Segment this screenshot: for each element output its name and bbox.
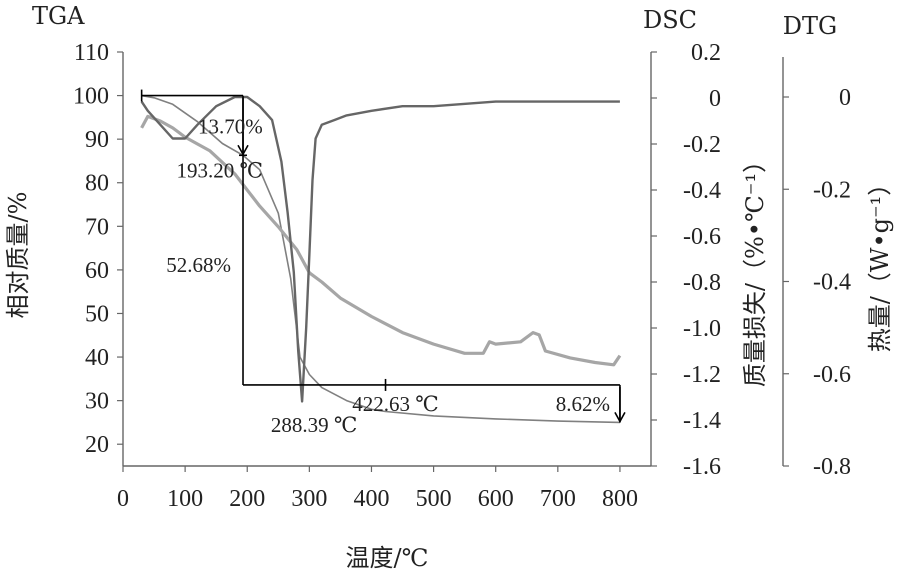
y-right-1-tick-label: -0.4	[683, 178, 721, 204]
y-left-tick-label: 70	[85, 214, 109, 240]
annotation-193-20: 193.20 ℃	[177, 158, 264, 182]
y-left-tick-label: 50	[85, 301, 109, 327]
left-axis-name: TGA	[32, 2, 85, 30]
y-right-2-tick-label: 0	[839, 85, 851, 111]
x-tick-label: 600	[478, 486, 514, 512]
mass-loss-arrow-3-head	[614, 412, 626, 424]
tga-series-line	[141, 94, 620, 424]
annotation-8-62: 8.62%	[556, 392, 610, 416]
y-left-tick-label: 80	[85, 171, 109, 197]
x-tick-label: 200	[229, 486, 265, 512]
right-axis-2-name: DTG	[783, 12, 837, 40]
annotation-52-68: 52.68%	[166, 253, 231, 277]
annotation-288-39: 288.39 ℃	[271, 413, 358, 437]
y-left-tick-label: 90	[85, 127, 109, 153]
y-right-1-tick-label: 0.2	[691, 40, 721, 66]
y-right-2-tick-label: -0.4	[813, 270, 851, 296]
y-left-tick-label: 60	[85, 258, 109, 284]
x-tick-label: 0	[117, 486, 129, 512]
y-right-2-tick-label: -0.6	[813, 362, 851, 388]
y-left-tick-label: 100	[73, 84, 109, 110]
y-right-1-tick-label: -0.8	[683, 270, 721, 296]
x-tick-label: 300	[291, 486, 327, 512]
y-right-1-tick-label: -0.6	[683, 224, 721, 250]
y-right-1-tick-label: 0	[709, 86, 721, 112]
y-right-2-axis-label: 热量/（W•g⁻¹）	[866, 172, 894, 353]
y-right-1-tick-label: -0.2	[683, 132, 721, 158]
y-right-1-tick-label: -1.4	[683, 408, 721, 434]
y-right-2-tick-label: -0.8	[813, 454, 851, 480]
y-left-tick-label: 110	[74, 40, 109, 66]
y-right-1-axis-label: 质量损失/（%•℃⁻¹）	[741, 149, 769, 387]
y-left-tick-label: 20	[85, 432, 109, 458]
y-right-1-tick-label: -1.2	[683, 362, 721, 388]
annotation-422-63: 422.63 ℃	[352, 392, 439, 416]
right-axis-1-name: DSC	[643, 6, 697, 34]
mass-loss-arrow-1-head	[237, 144, 249, 156]
dtg-series-line	[140, 95, 620, 403]
x-tick-label: 500	[416, 486, 452, 512]
y-left-tick-label: 40	[85, 345, 109, 371]
x-tick-label: 100	[167, 486, 203, 512]
x-tick-label: 800	[602, 486, 638, 512]
annotation-13-70: 13.70%	[198, 115, 263, 139]
y-right-2-tick-label: -0.2	[813, 177, 851, 203]
y-right-1-tick-label: -1.6	[683, 454, 721, 480]
y-right-1-tick-label: -1.0	[683, 316, 721, 342]
x-axis-label: 温度/℃	[346, 544, 429, 572]
x-tick-label: 700	[540, 486, 576, 512]
y-left-tick-label: 30	[85, 389, 109, 415]
x-tick-label: 400	[353, 486, 389, 512]
y-left-axis-label: 相对质量/%	[4, 192, 32, 319]
dsc-series-line	[140, 114, 622, 367]
